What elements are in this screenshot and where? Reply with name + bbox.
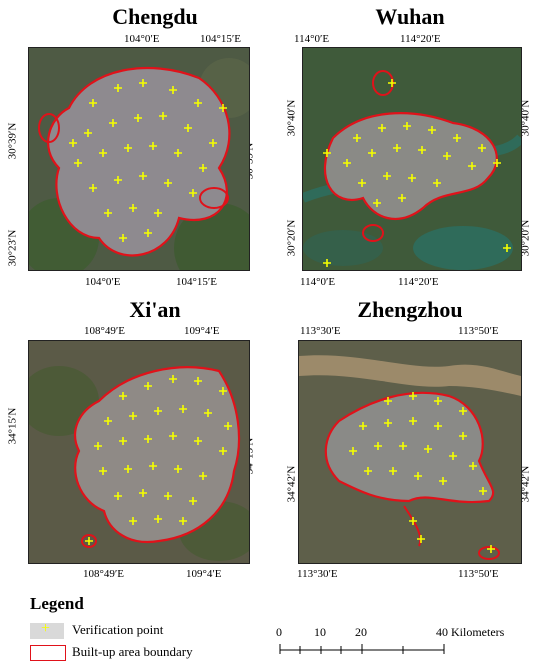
xian-top-tick-1: 108°49′E <box>84 325 126 337</box>
zhengzhou-left-tick-1: 34°42′N <box>285 465 298 503</box>
zhengzhou-bottom-tick-1: 113°30′E <box>297 568 338 580</box>
legend-item-verification-point: + Verification point <box>30 620 230 639</box>
zhengzhou-top-tick-2: 113°50′E <box>458 325 499 337</box>
xian-bottom-tick-1: 108°49′E <box>83 568 125 580</box>
chengdu-verification-points <box>69 79 227 242</box>
red-outline-box-icon <box>30 645 66 661</box>
wuhan-bottom-tick-1: 114°0′E <box>300 276 336 288</box>
wuhan-left-tick-2: 30°20′N <box>285 219 298 257</box>
wuhan-map <box>302 47 522 271</box>
zhengzhou-bottom-tick-2: 113°50′E <box>458 568 499 580</box>
scale-label-0: 0 <box>276 625 282 639</box>
chengdu-map <box>28 47 250 271</box>
chengdu-top-tick-2: 104°15′E <box>200 33 242 45</box>
xian-satellite-image <box>29 341 249 563</box>
zhengzhou-top-tick-1: 113°30′E <box>300 325 341 337</box>
xian-map <box>28 340 250 564</box>
wuhan-top-tick-1: 114°0′E <box>294 33 330 45</box>
scale-label-40: 40 Kilometers <box>436 625 505 639</box>
scale-label-10: 10 <box>314 625 326 639</box>
scale-bar <box>279 644 445 654</box>
zhengzhou-title: Zhengzhou <box>357 297 463 322</box>
wuhan-satellite-image <box>303 48 521 270</box>
chengdu-title: Chengdu <box>112 4 198 29</box>
chengdu-left-tick-1: 30°39′N <box>6 122 19 160</box>
zhengzhou-map <box>298 340 522 564</box>
xian-bottom-tick-2: 109°4′E <box>186 568 222 580</box>
scale-label-20: 20 <box>355 625 367 639</box>
yellow-cross-point-icon: + <box>30 620 64 639</box>
wuhan-title: Wuhan <box>375 4 445 29</box>
legend-item-boundary: Built-up area boundary <box>30 644 250 661</box>
chengdu-bottom-tick-1: 104°0′E <box>85 276 121 288</box>
chengdu-satellite-image <box>29 48 249 270</box>
chengdu-bottom-tick-2: 104°15′E <box>176 276 218 288</box>
xian-top-tick-2: 109°4′E <box>184 325 220 337</box>
xian-title: Xi'an <box>129 297 181 322</box>
wuhan-left-tick-1: 30°40′N <box>285 99 298 137</box>
wuhan-bottom-tick-2: 114°20′E <box>398 276 439 288</box>
legend-label-boundary: Built-up area boundary <box>72 644 193 659</box>
zhengzhou-verification-points <box>349 392 495 553</box>
xian-left-tick-1: 34°15′N <box>6 407 19 445</box>
chengdu-top-tick-1: 104°0′E <box>124 33 160 45</box>
xian-verification-points <box>85 375 232 545</box>
legend-label-verification-point: Verification point <box>72 622 164 637</box>
wuhan-top-tick-2: 114°20′E <box>400 33 441 45</box>
chengdu-left-tick-2: 30°23′N <box>6 229 19 267</box>
wuhan-verification-points <box>323 79 511 267</box>
legend-title: Legend <box>30 594 84 613</box>
zhengzhou-satellite-image <box>299 341 521 563</box>
